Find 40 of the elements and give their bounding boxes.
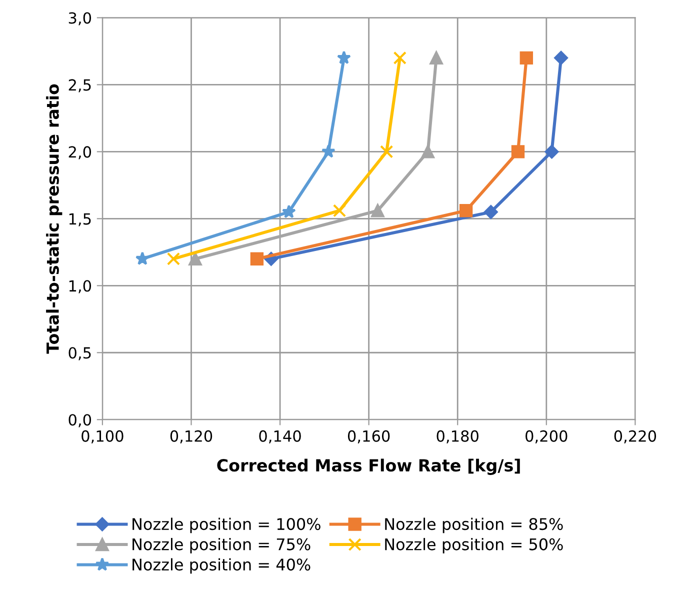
- point: [332, 204, 346, 218]
- y-tick-label: 2,5: [68, 79, 91, 92]
- point: [371, 204, 384, 218]
- point: [554, 50, 568, 65]
- x-tick-label: 0,100: [82, 430, 124, 444]
- x-tick-label: 0,140: [259, 430, 301, 444]
- point: [166, 252, 180, 266]
- y-tick-label: 0,0: [68, 414, 92, 428]
- y-tick-label: 2,0: [68, 146, 92, 160]
- point: [430, 51, 443, 65]
- y-tick-label: 3,0: [68, 12, 92, 26]
- x-tick-label: 0,180: [436, 430, 478, 444]
- y-tick-label: 1,0: [69, 280, 92, 294]
- point: [421, 145, 434, 158]
- point: [135, 252, 150, 265]
- point: [188, 252, 202, 266]
- x-axis-title: Corrected Mass Flow Rate [kg/s]: [217, 458, 520, 475]
- point: [250, 252, 264, 266]
- point: [544, 144, 559, 159]
- x-tick-label: 0,200: [526, 430, 568, 444]
- point: [336, 50, 351, 64]
- x-tick-label: 0,160: [348, 430, 390, 444]
- y-axis-title: Total-to-static pressure ratio: [46, 84, 62, 354]
- point: [520, 51, 534, 65]
- y-tick-label: 1,5: [69, 213, 91, 226]
- x-tick-label: 0,220: [614, 430, 656, 444]
- point: [511, 145, 525, 158]
- x-tick-label: 0,120: [170, 430, 212, 444]
- legend-label: Nozzle position = 50%: [385, 538, 563, 554]
- legend-label: Nozzle position = 40%: [132, 558, 310, 574]
- point: [459, 204, 473, 218]
- point: [393, 51, 406, 65]
- y-tick-label: 0,5: [68, 347, 91, 360]
- legend-label: Nozzle position = 100%: [132, 518, 320, 534]
- point: [321, 144, 336, 158]
- point: [380, 145, 394, 158]
- point: [282, 204, 296, 218]
- point: [484, 205, 498, 219]
- legend-label: Nozzle position = 75%: [132, 538, 310, 554]
- legend-label: Nozzle position = 85%: [385, 518, 563, 534]
